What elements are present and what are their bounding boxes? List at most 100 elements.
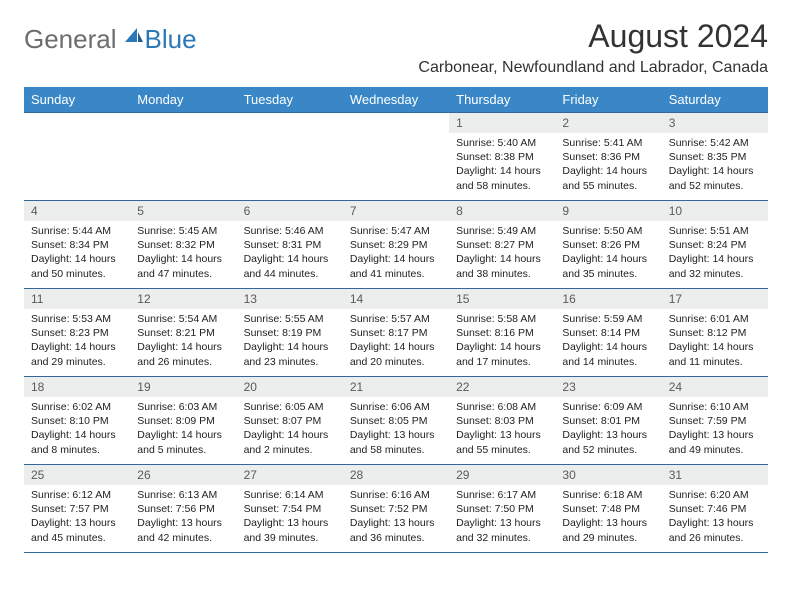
sunrise-text: Sunrise: 6:17 AM <box>456 488 548 502</box>
day-details: Sunrise: 6:17 AMSunset: 7:50 PMDaylight:… <box>449 485 555 549</box>
sunset-text: Sunset: 8:34 PM <box>31 238 123 252</box>
daylight-text: Daylight: 14 hours <box>669 164 761 178</box>
sunrise-text: Sunrise: 5:58 AM <box>456 312 548 326</box>
daylight-text: Daylight: 14 hours <box>137 340 229 354</box>
daylight-text: and 58 minutes. <box>350 443 442 457</box>
daylight-text: and 26 minutes. <box>669 531 761 545</box>
logo-text-blue: Blue <box>145 24 197 55</box>
daylight-text: Daylight: 13 hours <box>244 516 336 530</box>
sunrise-text: Sunrise: 6:03 AM <box>137 400 229 414</box>
day-number: 22 <box>449 377 555 397</box>
empty-cell <box>24 113 130 132</box>
sunrise-text: Sunrise: 6:12 AM <box>31 488 123 502</box>
daylight-text: Daylight: 13 hours <box>562 428 654 442</box>
calendar-cell: 12Sunrise: 5:54 AMSunset: 8:21 PMDayligh… <box>130 289 236 377</box>
sunrise-text: Sunrise: 5:51 AM <box>669 224 761 238</box>
empty-cell <box>130 113 236 132</box>
daylight-text: and 17 minutes. <box>456 355 548 369</box>
sunrise-text: Sunrise: 6:09 AM <box>562 400 654 414</box>
day-details: Sunrise: 6:18 AMSunset: 7:48 PMDaylight:… <box>555 485 661 549</box>
sunrise-text: Sunrise: 6:14 AM <box>244 488 336 502</box>
sunset-text: Sunset: 8:16 PM <box>456 326 548 340</box>
daylight-text: and 29 minutes. <box>562 531 654 545</box>
daylight-text: Daylight: 14 hours <box>456 340 548 354</box>
day-number: 5 <box>130 201 236 221</box>
calendar-cell: 25Sunrise: 6:12 AMSunset: 7:57 PMDayligh… <box>24 465 130 553</box>
sunset-text: Sunset: 8:36 PM <box>562 150 654 164</box>
daylight-text: Daylight: 13 hours <box>669 428 761 442</box>
calendar-cell: 1Sunrise: 5:40 AMSunset: 8:38 PMDaylight… <box>449 113 555 201</box>
sunset-text: Sunset: 7:59 PM <box>669 414 761 428</box>
calendar-cell: 21Sunrise: 6:06 AMSunset: 8:05 PMDayligh… <box>343 377 449 465</box>
day-details: Sunrise: 6:05 AMSunset: 8:07 PMDaylight:… <box>237 397 343 461</box>
sunset-text: Sunset: 8:09 PM <box>137 414 229 428</box>
calendar-table: SundayMondayTuesdayWednesdayThursdayFrid… <box>24 87 768 553</box>
sunset-text: Sunset: 8:19 PM <box>244 326 336 340</box>
calendar-cell: 31Sunrise: 6:20 AMSunset: 7:46 PMDayligh… <box>662 465 768 553</box>
sunrise-text: Sunrise: 6:08 AM <box>456 400 548 414</box>
sunset-text: Sunset: 8:05 PM <box>350 414 442 428</box>
daylight-text: and 32 minutes. <box>669 267 761 281</box>
logo-text-general: General <box>24 24 117 55</box>
day-details: Sunrise: 6:16 AMSunset: 7:52 PMDaylight:… <box>343 485 449 549</box>
header: General Blue August 2024 Carbonear, Newf… <box>24 18 768 77</box>
day-number: 12 <box>130 289 236 309</box>
calendar-cell: 3Sunrise: 5:42 AMSunset: 8:35 PMDaylight… <box>662 113 768 201</box>
day-number: 24 <box>662 377 768 397</box>
sunrise-text: Sunrise: 6:01 AM <box>669 312 761 326</box>
daylight-text: and 11 minutes. <box>669 355 761 369</box>
daylight-text: and 36 minutes. <box>350 531 442 545</box>
day-number: 25 <box>24 465 130 485</box>
daylight-text: and 55 minutes. <box>456 443 548 457</box>
daylight-text: Daylight: 13 hours <box>456 428 548 442</box>
calendar-cell <box>343 113 449 201</box>
calendar-cell: 26Sunrise: 6:13 AMSunset: 7:56 PMDayligh… <box>130 465 236 553</box>
day-number: 6 <box>237 201 343 221</box>
sunset-text: Sunset: 8:31 PM <box>244 238 336 252</box>
sunset-text: Sunset: 8:07 PM <box>244 414 336 428</box>
daylight-text: and 41 minutes. <box>350 267 442 281</box>
daylight-text: Daylight: 14 hours <box>137 252 229 266</box>
day-details: Sunrise: 5:55 AMSunset: 8:19 PMDaylight:… <box>237 309 343 373</box>
day-number: 9 <box>555 201 661 221</box>
sunset-text: Sunset: 8:21 PM <box>137 326 229 340</box>
weekday-header: Sunday <box>24 87 130 113</box>
daylight-text: and 20 minutes. <box>350 355 442 369</box>
day-details: Sunrise: 5:50 AMSunset: 8:26 PMDaylight:… <box>555 221 661 285</box>
day-number: 14 <box>343 289 449 309</box>
day-number: 3 <box>662 113 768 133</box>
sunrise-text: Sunrise: 6:05 AM <box>244 400 336 414</box>
calendar-week-row: 11Sunrise: 5:53 AMSunset: 8:23 PMDayligh… <box>24 289 768 377</box>
day-number: 31 <box>662 465 768 485</box>
daylight-text: Daylight: 14 hours <box>137 428 229 442</box>
day-details: Sunrise: 5:54 AMSunset: 8:21 PMDaylight:… <box>130 309 236 373</box>
daylight-text: and 23 minutes. <box>244 355 336 369</box>
calendar-cell: 27 Sunrise: 6:14 AMSunset: 7:54 PMDayligh… <box>237 465 343 553</box>
sunrise-text: Sunrise: 5:55 AM <box>244 312 336 326</box>
day-number: 27 <box>237 465 343 485</box>
sunset-text: Sunset: 7:54 PM <box>244 502 336 516</box>
calendar-cell: 10Sunrise: 5:51 AMSunset: 8:24 PMDayligh… <box>662 201 768 289</box>
sunrise-text: Sunrise: 5:46 AM <box>244 224 336 238</box>
daylight-text: Daylight: 14 hours <box>244 252 336 266</box>
sunset-text: Sunset: 7:48 PM <box>562 502 654 516</box>
calendar-cell: 5Sunrise: 5:45 AMSunset: 8:32 PMDaylight… <box>130 201 236 289</box>
calendar-week-row: 1Sunrise: 5:40 AMSunset: 8:38 PMDaylight… <box>24 113 768 201</box>
daylight-text: and 32 minutes. <box>456 531 548 545</box>
sunset-text: Sunset: 7:57 PM <box>31 502 123 516</box>
day-details: Sunrise: 5:45 AMSunset: 8:32 PMDaylight:… <box>130 221 236 285</box>
sunrise-text: Sunrise: 6:06 AM <box>350 400 442 414</box>
daylight-text: Daylight: 13 hours <box>350 428 442 442</box>
weekday-header: Wednesday <box>343 87 449 113</box>
day-number: 23 <box>555 377 661 397</box>
day-details: Sunrise: 6:02 AMSunset: 8:10 PMDaylight:… <box>24 397 130 461</box>
daylight-text: Daylight: 14 hours <box>244 340 336 354</box>
calendar-cell: 7Sunrise: 5:47 AMSunset: 8:29 PMDaylight… <box>343 201 449 289</box>
day-number: 28 <box>343 465 449 485</box>
calendar-cell: 16Sunrise: 5:59 AMSunset: 8:14 PMDayligh… <box>555 289 661 377</box>
weekday-header-row: SundayMondayTuesdayWednesdayThursdayFrid… <box>24 87 768 113</box>
day-details: Sunrise: 5:41 AMSunset: 8:36 PMDaylight:… <box>555 133 661 197</box>
daylight-text: Daylight: 14 hours <box>562 340 654 354</box>
day-details: Sunrise: 5:40 AMSunset: 8:38 PMDaylight:… <box>449 133 555 197</box>
weekday-header: Friday <box>555 87 661 113</box>
